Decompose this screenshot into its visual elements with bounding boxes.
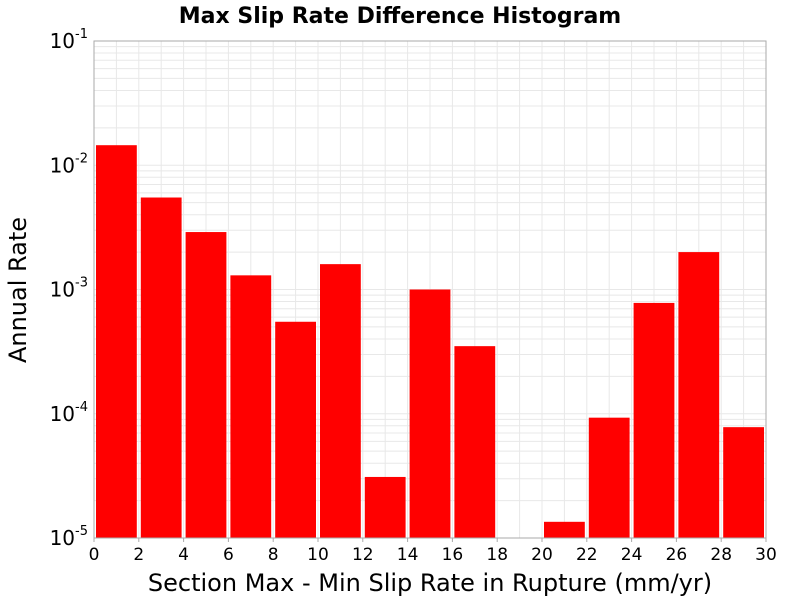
y-tick-label: 10-1: [50, 27, 88, 53]
y-tick-label: 10-3: [50, 276, 88, 302]
bar-8-10: [275, 321, 316, 538]
y-tick-label: 10-5: [50, 524, 88, 550]
bar-0-2: [96, 145, 137, 539]
x-axis-label: Section Max - Min Slip Rate in Rupture (…: [148, 569, 712, 597]
x-tick-label: 8: [268, 545, 279, 565]
x-tick-label: 20: [531, 545, 553, 565]
bar-28-30: [723, 427, 764, 538]
x-tick-label: 16: [442, 545, 464, 565]
x-tick-label: 2: [133, 545, 144, 565]
x-tick-label: 10: [307, 545, 329, 565]
y-tick-label: 10-4: [50, 400, 88, 426]
bar-26-28: [678, 252, 720, 538]
bar-14-16: [409, 289, 451, 538]
chart-title: Max Slip Rate Difference Histogram: [179, 4, 621, 29]
x-tick-label: 6: [223, 545, 234, 565]
y-axis-label: Annual Rate: [4, 217, 32, 363]
y-tick-label: 10-2: [50, 151, 88, 177]
bar-6-8: [230, 275, 272, 538]
x-tick-label: 14: [397, 545, 419, 565]
bar-16-18: [454, 346, 496, 538]
x-tick-label: 18: [486, 545, 508, 565]
x-tick-label: 22: [576, 545, 598, 565]
x-tick-label: 0: [89, 545, 100, 565]
x-tick-label: 26: [666, 545, 688, 565]
x-tick-label: 12: [352, 545, 374, 565]
x-tick-label: 24: [621, 545, 643, 565]
bar-4-6: [185, 232, 227, 538]
bars: [96, 145, 764, 539]
bar-2-4: [140, 197, 182, 538]
bar-24-26: [633, 302, 675, 538]
x-tick-label: 4: [178, 545, 189, 565]
y-tick-labels: 10-1 10-2 10-3 10-4 10-5: [50, 27, 88, 550]
bar-10-12: [320, 264, 361, 538]
x-tick-labels: 0 2 4 6 8 10 12 14 16 18 20 22 24 26 28 30: [89, 538, 777, 565]
x-tick-label: 28: [710, 545, 732, 565]
bar-22-24: [588, 417, 630, 538]
x-tick-label: 30: [755, 545, 777, 565]
bar-12-14: [364, 476, 406, 538]
plot-frame: [93, 40, 767, 539]
bar-20-22: [544, 521, 585, 538]
